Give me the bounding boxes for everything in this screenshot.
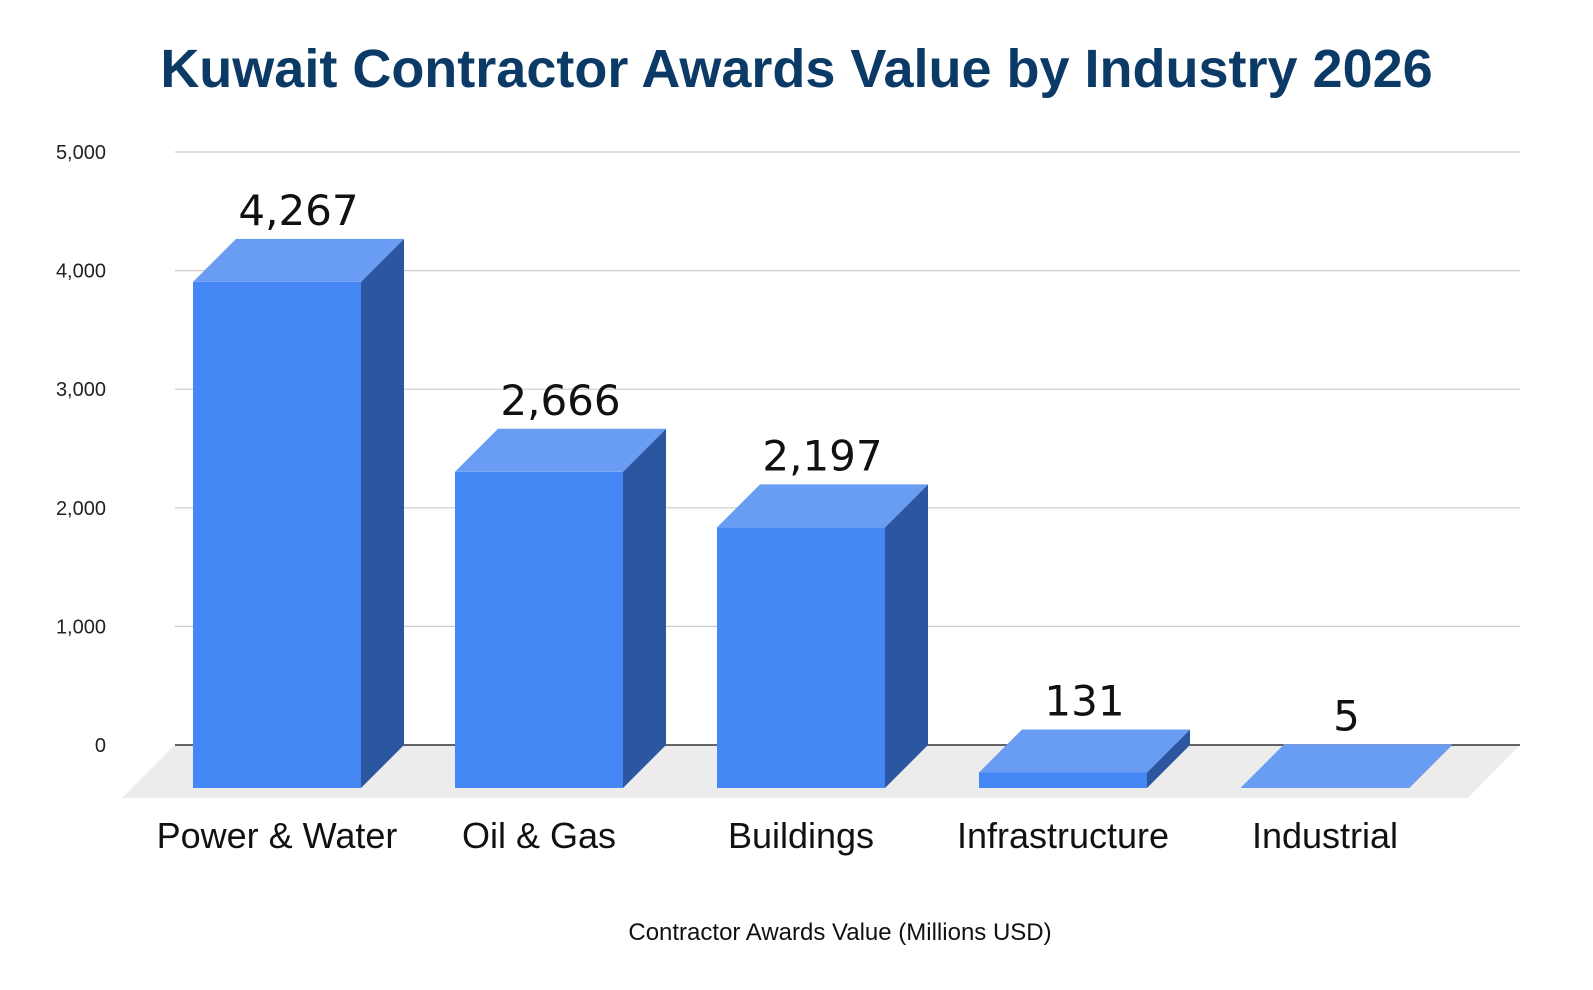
y-tick-label: 1,000 bbox=[56, 616, 106, 638]
bar-industrial bbox=[1241, 744, 1452, 788]
y-axis-ticks: 0 1,000 2,000 3,000 4,000 5,000 bbox=[56, 142, 106, 757]
bar-front bbox=[455, 471, 623, 788]
bar-front bbox=[717, 527, 885, 788]
chart-title: Kuwait Contractor Awards Value by Indust… bbox=[160, 39, 1433, 99]
category-label-infrastructure: Infrastructure bbox=[957, 815, 1169, 856]
bar-side bbox=[361, 238, 404, 788]
bar-side bbox=[1409, 744, 1452, 788]
bars bbox=[193, 238, 1452, 788]
bar-side bbox=[623, 428, 666, 788]
data-label-infrastructure: 131 bbox=[1044, 676, 1124, 725]
bar-oil-and-gas bbox=[455, 428, 666, 788]
data-label-industrial: 5 bbox=[1333, 691, 1360, 740]
bar-top bbox=[1241, 744, 1452, 788]
bar-top bbox=[193, 238, 404, 282]
y-tick-label: 0 bbox=[95, 735, 106, 757]
bar-top bbox=[979, 729, 1190, 773]
x-axis-categories: Power & Water Oil & Gas Buildings Infrastru… bbox=[157, 815, 1398, 856]
data-label-buildings: 2,197 bbox=[762, 431, 882, 480]
category-label-buildings: Buildings bbox=[728, 815, 874, 856]
bar-side bbox=[885, 484, 928, 788]
y-tick-label: 4,000 bbox=[56, 261, 106, 283]
y-tick-label: 2,000 bbox=[56, 498, 106, 520]
bar-front bbox=[193, 281, 361, 788]
bar-side bbox=[1147, 729, 1190, 788]
y-tick-label: 5,000 bbox=[56, 142, 106, 164]
bar-front bbox=[979, 772, 1147, 788]
bar-top bbox=[717, 484, 928, 528]
data-label-power-and-water: 4,267 bbox=[238, 186, 358, 235]
bar-front bbox=[1241, 787, 1409, 788]
bar-top bbox=[455, 428, 666, 472]
bar-power-and-water bbox=[193, 238, 404, 788]
category-label-power-and-water: Power & Water bbox=[157, 815, 398, 856]
data-label-oil-and-gas: 2,666 bbox=[500, 376, 620, 425]
data-labels: 4,267 2,666 2,197 131 5 bbox=[238, 186, 1359, 740]
bar-buildings bbox=[717, 484, 928, 788]
category-label-oil-and-gas: Oil & Gas bbox=[462, 815, 616, 856]
y-tick-label: 3,000 bbox=[56, 379, 106, 401]
bar-infrastructure bbox=[979, 729, 1190, 788]
x-axis-title: Contractor Awards Value (Millions USD) bbox=[628, 919, 1051, 946]
category-label-industrial: Industrial bbox=[1252, 815, 1398, 856]
